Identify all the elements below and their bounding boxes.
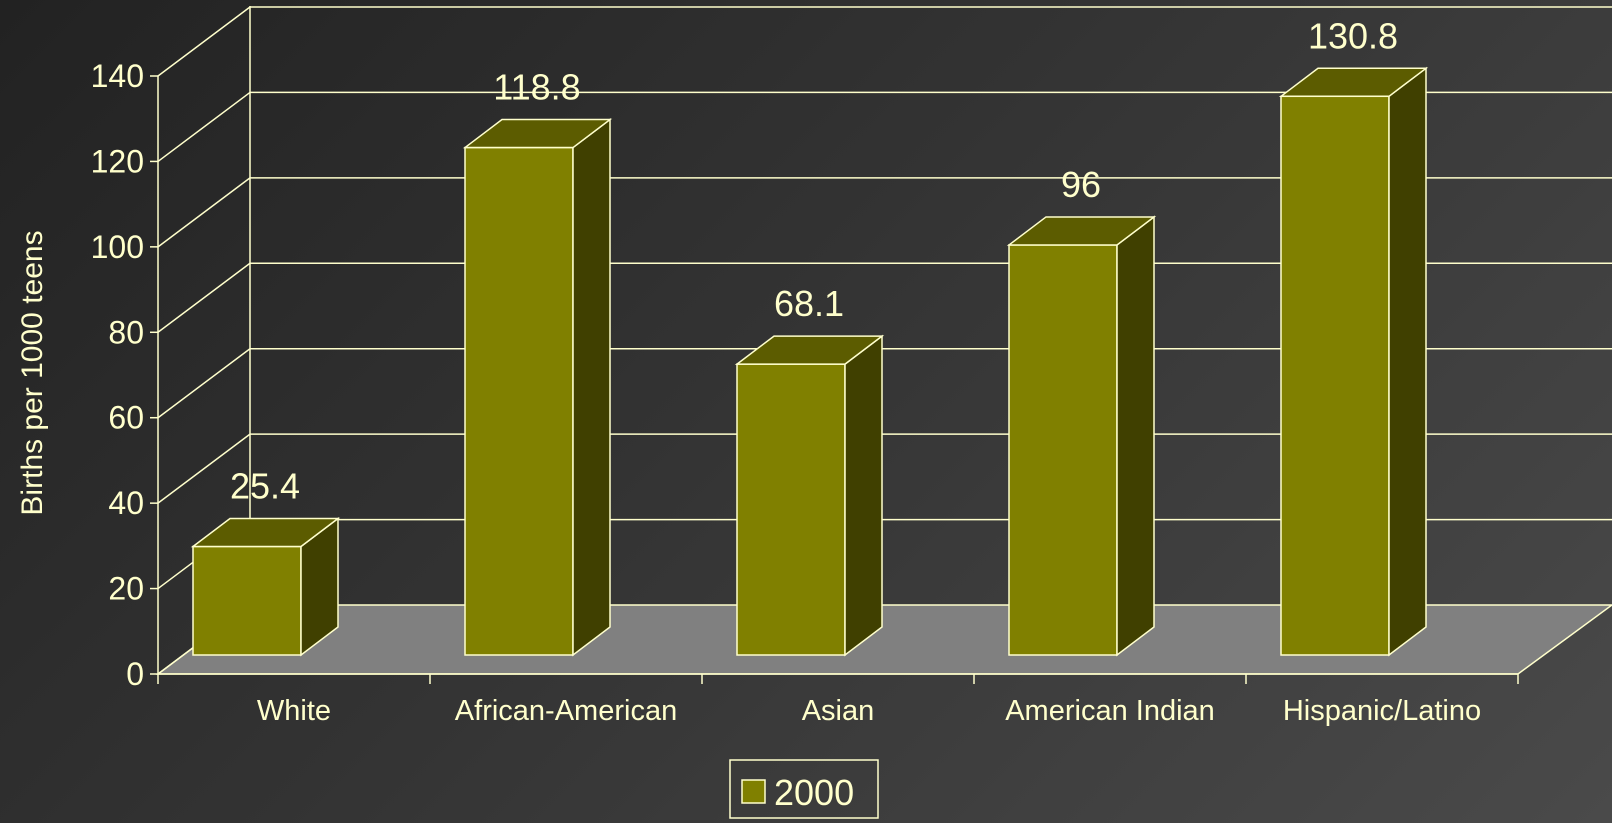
x-tick-label: Asian xyxy=(802,695,875,727)
bar-data-label: 130.8 xyxy=(1308,15,1398,56)
bar-front xyxy=(1008,244,1118,656)
bar-top xyxy=(1278,67,1429,98)
x-tick-label: White xyxy=(257,695,331,727)
bar-data-label: 96 xyxy=(1061,164,1101,205)
side-wall-gridline xyxy=(157,348,251,419)
bar-front xyxy=(736,363,846,656)
chart-labels-group: 25.4 White 118.8 African-American 68.1 Asian 9… xyxy=(230,15,1481,727)
y-tick-label: 100 xyxy=(91,229,144,265)
bar-top xyxy=(1006,216,1157,246)
bar-side xyxy=(1116,215,1155,657)
bar-front xyxy=(464,146,574,656)
bar-top xyxy=(462,118,613,149)
side-wall-gridline xyxy=(157,433,251,504)
chart-axis-group: 0 20 40 60 80 100 120 140 xyxy=(91,58,1519,692)
bar-top xyxy=(734,335,885,365)
bar-data-label: 68.1 xyxy=(774,283,844,324)
y-tick-label: 40 xyxy=(108,485,144,521)
legend-label-2000: 2000 xyxy=(774,772,854,813)
y-tick-label: 0 xyxy=(126,656,144,692)
x-tick-label: Hispanic/Latino xyxy=(1283,695,1481,727)
side-wall-gridline xyxy=(157,6,251,77)
side-wall-gridline xyxy=(157,262,251,333)
y-tick-label: 80 xyxy=(108,314,144,350)
bar-side xyxy=(844,334,883,657)
chart-bars-group xyxy=(190,66,1429,657)
legend-box xyxy=(729,759,879,819)
legend-swatch-2000 xyxy=(741,779,766,804)
bar-top xyxy=(190,517,341,548)
y-tick-label: 120 xyxy=(91,143,144,179)
y-axis-title: Births per 1000 teens xyxy=(16,230,49,515)
bar-side xyxy=(1388,66,1427,657)
side-wall-gridline xyxy=(157,91,251,163)
y-tick-label: 60 xyxy=(108,400,144,436)
bar-side xyxy=(572,118,611,657)
x-tick-label: American Indian xyxy=(1005,695,1215,727)
bar-front xyxy=(1280,95,1390,656)
y-tick-label: 140 xyxy=(91,58,144,94)
bar-data-label: 25.4 xyxy=(230,466,300,507)
chart-legend: 2000 xyxy=(729,759,879,819)
y-tick-label: 20 xyxy=(108,571,144,607)
bar-data-label: 118.8 xyxy=(493,67,580,108)
bar-front xyxy=(192,545,302,656)
side-wall-gridline xyxy=(157,177,251,248)
x-tick-label: African-American xyxy=(455,695,677,727)
